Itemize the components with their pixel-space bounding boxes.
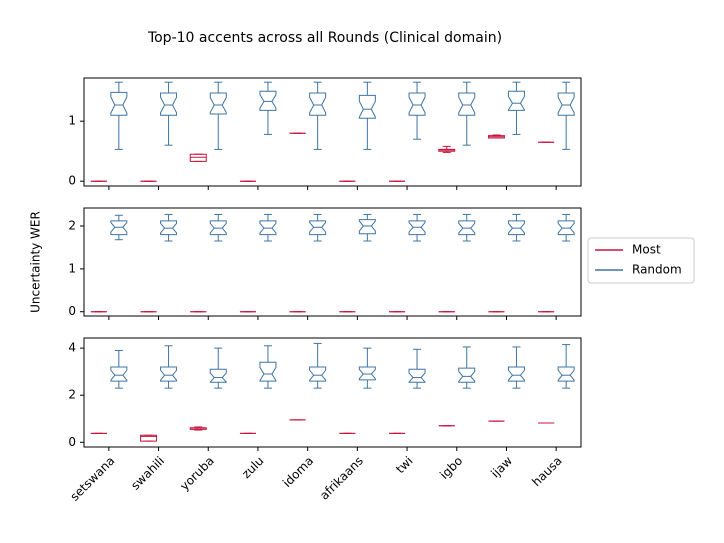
box-body — [259, 361, 277, 382]
box — [259, 213, 277, 242]
y-tick-label: 2 — [68, 388, 76, 402]
box — [209, 81, 227, 150]
box — [160, 213, 178, 242]
box-body — [160, 92, 178, 116]
box — [309, 213, 327, 242]
box — [458, 346, 476, 389]
box-body — [358, 366, 376, 381]
x-tick-label: igbo — [437, 454, 465, 482]
x-tick-label: idoma — [280, 454, 316, 490]
box-body — [408, 368, 426, 383]
box — [507, 81, 525, 135]
box-body — [309, 92, 327, 116]
box — [358, 81, 376, 150]
y-tick-label: 2 — [68, 219, 76, 233]
axes-frame — [83, 77, 582, 187]
box-body — [209, 368, 227, 383]
box-body — [507, 220, 525, 236]
box-body — [140, 434, 158, 442]
box-body — [110, 366, 128, 382]
box — [557, 344, 575, 389]
axes-frame — [83, 337, 582, 448]
box-body — [110, 220, 128, 236]
box — [209, 213, 227, 242]
box — [110, 349, 128, 389]
box-body — [458, 220, 476, 236]
box-body — [189, 153, 207, 162]
box — [259, 81, 277, 135]
box — [110, 81, 128, 150]
box-body — [259, 220, 277, 236]
box-body — [557, 92, 575, 116]
box — [408, 81, 426, 140]
box-body — [160, 366, 178, 382]
y-tick-label: 0 — [68, 174, 76, 188]
x-tick-label: zulu — [239, 454, 266, 481]
box-body — [458, 367, 476, 383]
x-tick-label: hausa — [529, 454, 564, 489]
box — [487, 134, 505, 139]
box-body — [358, 94, 376, 119]
box — [557, 81, 575, 150]
y-tick-label: 0 — [68, 304, 76, 318]
box — [358, 213, 376, 242]
box — [507, 346, 525, 389]
y-tick-label: 0 — [68, 435, 76, 449]
chart-title: Top-10 accents across all Rounds (Clinic… — [147, 30, 502, 46]
box — [160, 81, 178, 146]
box — [408, 213, 426, 242]
x-tick-label: yoruba — [177, 454, 217, 494]
box-body — [358, 219, 376, 235]
box — [458, 213, 476, 242]
box-body — [209, 220, 227, 236]
box-body — [110, 91, 128, 116]
box-body — [557, 366, 575, 382]
x-tick-label: ijaw — [488, 454, 515, 481]
box-body — [408, 220, 426, 236]
box-body — [259, 90, 277, 111]
box — [209, 347, 227, 389]
legend-label: Random — [632, 263, 682, 277]
box — [557, 213, 575, 242]
y-tick-label: 4 — [68, 341, 76, 355]
y-tick-label: 1 — [68, 261, 76, 275]
box-body — [160, 220, 178, 236]
box — [140, 434, 158, 442]
x-tick-label: swahili — [128, 454, 167, 493]
box — [507, 213, 525, 242]
box-body — [507, 366, 525, 382]
x-tick-label: setswana — [67, 454, 117, 504]
axes-frame — [83, 207, 582, 317]
box-body — [507, 90, 525, 111]
box — [189, 153, 207, 162]
box-body — [458, 92, 476, 116]
box — [110, 214, 128, 241]
box-body — [408, 92, 426, 116]
y-axis-label: Uncertainty WER — [29, 211, 43, 313]
box — [160, 345, 178, 389]
box — [358, 347, 376, 389]
x-tick-label: afrikaans — [317, 454, 366, 503]
box-body — [309, 366, 327, 382]
box — [309, 342, 327, 389]
box — [438, 145, 456, 153]
y-tick-label: 1 — [68, 114, 76, 128]
box — [259, 345, 277, 389]
box-body — [309, 220, 327, 236]
box-body — [557, 220, 575, 236]
box — [309, 81, 327, 150]
box — [189, 426, 207, 431]
box-body — [209, 92, 227, 115]
x-tick-label: twi — [393, 454, 416, 477]
box — [458, 81, 476, 146]
box — [408, 348, 426, 389]
legend-label: Most — [632, 243, 661, 257]
